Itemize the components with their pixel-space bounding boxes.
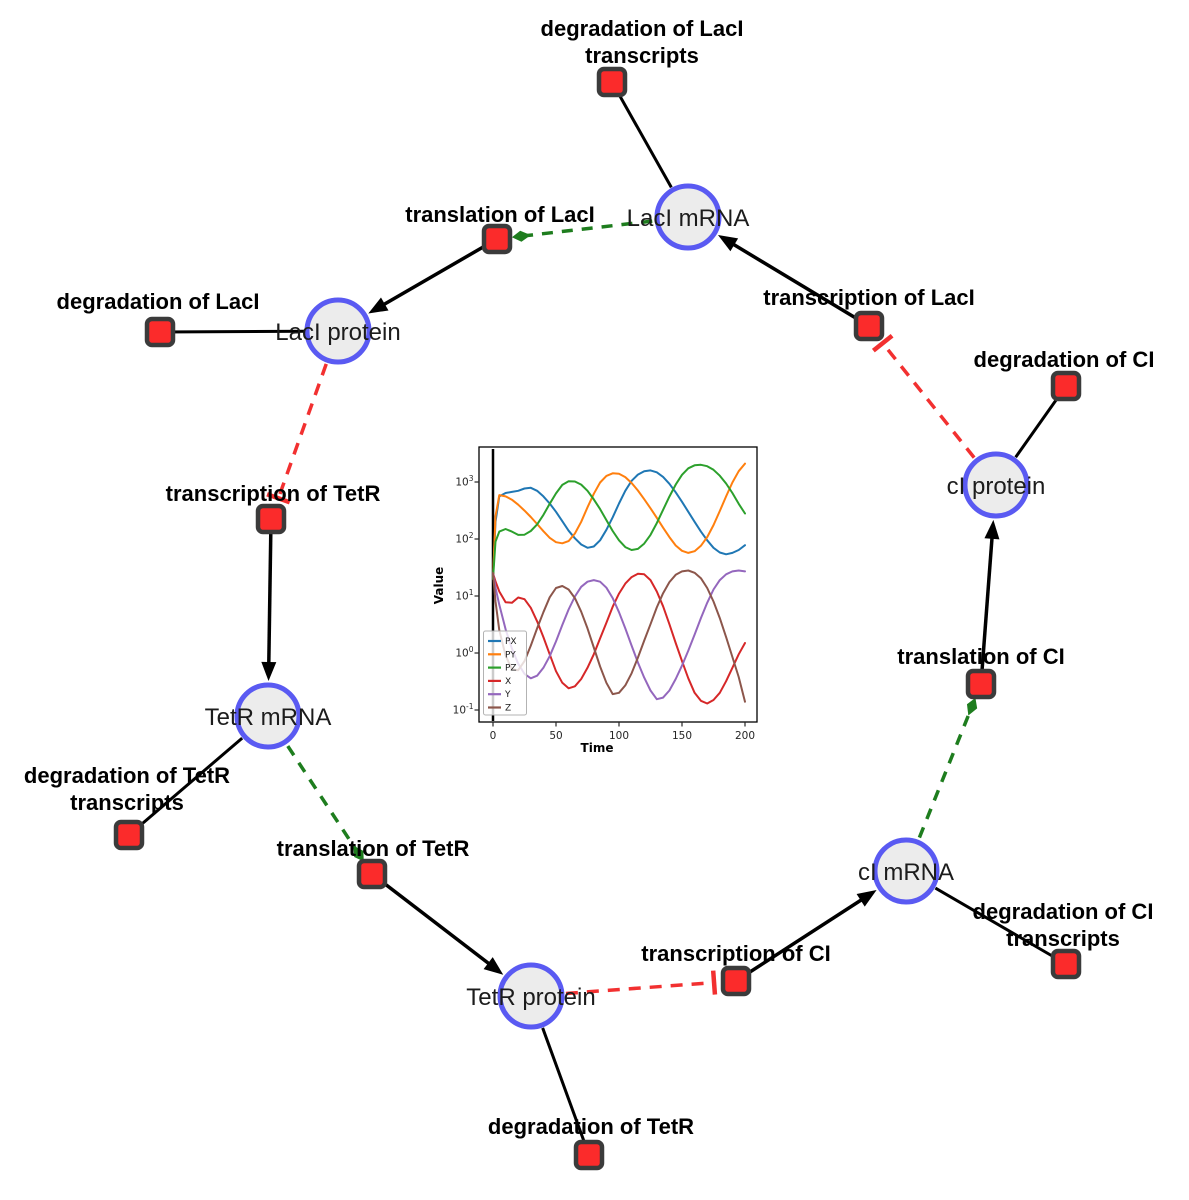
label-deg-tetr: degradation of TetR: [488, 1114, 694, 1139]
edge-production-transl-tetr-to-tetr-protein-arrowhead: [483, 957, 504, 975]
series-line-Z: [492, 569, 746, 703]
edge-production-transcr-ci-to-ci-mrna-arrowhead: [856, 890, 877, 907]
series-line-PY: [492, 462, 746, 580]
series-line-X: [492, 572, 746, 705]
edge-consumption-laci-mrna-to-deg-laci-tx: [610, 81, 673, 189]
label-transcr-ci: transcription of CI: [641, 941, 830, 966]
edge-catalysis-ci-mrna-to-transl-ci-arrowhead: [966, 697, 978, 716]
species-node-laci-mrna[interactable]: [654, 183, 722, 251]
edge-production-transcr-ci-to-ci-mrna: [735, 896, 866, 983]
edge-production-transcr-laci-to-laci-mrna: [729, 240, 870, 328]
edge-inhibition-laci-protein-to-transcr-tetr: [276, 363, 328, 499]
edge-production-transcr-laci-to-laci-mrna-arrowhead: [717, 235, 739, 252]
edge-consumption-laci-protein-to-deg-laci: [159, 329, 305, 334]
chart-legend: PX PY PZ XYZ: [483, 630, 527, 716]
series-line-PZ: [492, 463, 746, 580]
y-tick-label: 102: [455, 531, 473, 546]
legend-label-PY: PY: [505, 650, 516, 660]
y-tick-label: 10-1: [453, 702, 474, 717]
edge-production-transl-ci-to-ci-protein: [979, 533, 995, 685]
label-tetr-protein: TetR protein: [466, 984, 595, 1011]
species-node-tetr-mrna[interactable]: [234, 682, 302, 750]
reaction-node-deg-laci-tx[interactable]: [596, 66, 628, 98]
labels-layer: degradation of LacI transcripts translatio…: [24, 16, 1155, 1139]
label-transl-ci: translation of CI: [897, 644, 1064, 669]
reaction-node-transcr-ci[interactable]: [720, 965, 752, 997]
reaction-node-transcr-tetr[interactable]: [255, 503, 287, 535]
edge-production-transcr-tetr-to-tetr-mrna: [266, 518, 273, 668]
y-axis-label: Value: [432, 567, 446, 605]
label-deg-ci: degradation of CI: [974, 347, 1155, 372]
edge-inhibition-ci-protein-to-transcr-laci-tbar: [871, 333, 894, 353]
series-line-PX: [492, 469, 746, 580]
edge-production-transl-laci-to-laci-protein: [379, 237, 498, 308]
edge-catalysis-tetr-mrna-to-transl-tetr-arrowhead: [353, 845, 364, 862]
label-ci-protein: cI protein: [947, 473, 1046, 500]
species-node-ci-mrna[interactable]: [872, 837, 940, 905]
x-tick-label: 150: [672, 730, 692, 742]
edge-production-transl-tetr-to-tetr-protein: [370, 872, 494, 968]
edge-catalysis-laci-mrna-to-transl-laci: [522, 219, 653, 238]
edge-inhibition-laci-protein-to-transcr-tetr-tbar: [266, 492, 291, 505]
x-axis-label: Time: [581, 741, 614, 755]
reaction-node-transl-laci[interactable]: [481, 223, 513, 255]
reaction-node-deg-tetr-tx[interactable]: [113, 819, 145, 851]
edge-consumption-tetr-mrna-to-deg-tetr-tx: [128, 736, 244, 837]
x-tick-label: 0: [490, 730, 497, 742]
label-deg-laci: degradation of LacI: [57, 289, 260, 314]
label-transl-laci: translation of LacI: [405, 202, 594, 227]
species-node-tetr-protein[interactable]: [497, 962, 565, 1030]
x-tick-label: 200: [735, 730, 755, 742]
legend-label-X: X: [505, 677, 511, 687]
reaction-nodes-layer: [113, 66, 1082, 1171]
y-tick-label: 100: [455, 645, 473, 660]
label-laci-mrna: LacI mRNA: [627, 205, 750, 232]
label-transl-tetr: translation of TetR: [277, 836, 470, 861]
species-node-ci-protein[interactable]: [962, 451, 1030, 519]
species-node-laci-protein[interactable]: [304, 297, 372, 365]
label-tetr-mrna: TetR mRNA: [205, 704, 332, 731]
reaction-node-transcr-laci[interactable]: [853, 310, 885, 342]
edge-catalysis-laci-mrna-to-transl-laci-arrowhead: [511, 230, 531, 242]
reaction-node-transl-ci[interactable]: [965, 668, 997, 700]
edges-layer: [128, 81, 1068, 1156]
label-transcr-laci: transcription of LacI: [763, 285, 974, 310]
edge-inhibition-ci-protein-to-transcr-laci: [881, 342, 976, 459]
edge-inhibition-tetr-protein-to-transcr-ci: [565, 980, 715, 996]
legend-label-PZ: PZ: [505, 664, 517, 674]
label-deg-tetr-tx: degradation of TetR transcripts: [24, 763, 230, 815]
edge-production-transl-laci-to-laci-protein-arrowhead: [368, 297, 389, 314]
y-tick-label: 101: [455, 588, 473, 603]
label-deg-laci-tx: degradation of LacI transcripts: [541, 16, 744, 68]
legend-label-Y: Y: [504, 690, 511, 700]
y-tick-label: 103: [455, 474, 473, 489]
reaction-node-deg-ci[interactable]: [1050, 370, 1082, 402]
inset-chart: 0 50 100 150 20010310210110010-1TimeValuePXP…: [432, 446, 758, 755]
edge-consumption-ci-mrna-to-deg-ci-tx: [934, 886, 1067, 966]
edge-catalysis-tetr-mrna-to-transl-tetr: [286, 745, 360, 854]
species-nodes-layer: [234, 183, 1030, 1030]
reaction-node-deg-laci[interactable]: [144, 316, 176, 348]
label-deg-ci-tx: degradation of CI transcripts: [973, 899, 1154, 951]
legend-label-PX: PX: [505, 637, 517, 647]
reaction-node-transl-tetr[interactable]: [356, 858, 388, 890]
edge-production-transcr-tetr-to-tetr-mrna-arrowhead: [261, 661, 277, 682]
label-ci-mrna: cI mRNA: [858, 859, 954, 886]
reaction-node-deg-tetr[interactable]: [573, 1139, 605, 1171]
label-laci-protein: LacI protein: [275, 319, 400, 346]
legend-label-Z: Z: [505, 704, 511, 714]
label-transcr-tetr: transcription of TetR: [166, 481, 381, 506]
x-tick-label: 100: [609, 730, 629, 742]
edge-inhibition-tetr-protein-to-transcr-ci-tbar: [710, 970, 718, 995]
edge-consumption-tetr-protein-to-deg-tetr: [541, 1027, 591, 1156]
x-tick-label: 50: [549, 730, 562, 742]
series-line-Y: [492, 569, 746, 701]
edge-catalysis-ci-mrna-to-transl-ci: [917, 707, 973, 839]
reaction-node-deg-ci-tx[interactable]: [1050, 948, 1082, 980]
edge-production-transl-ci-to-ci-protein-arrowhead: [984, 519, 1000, 540]
